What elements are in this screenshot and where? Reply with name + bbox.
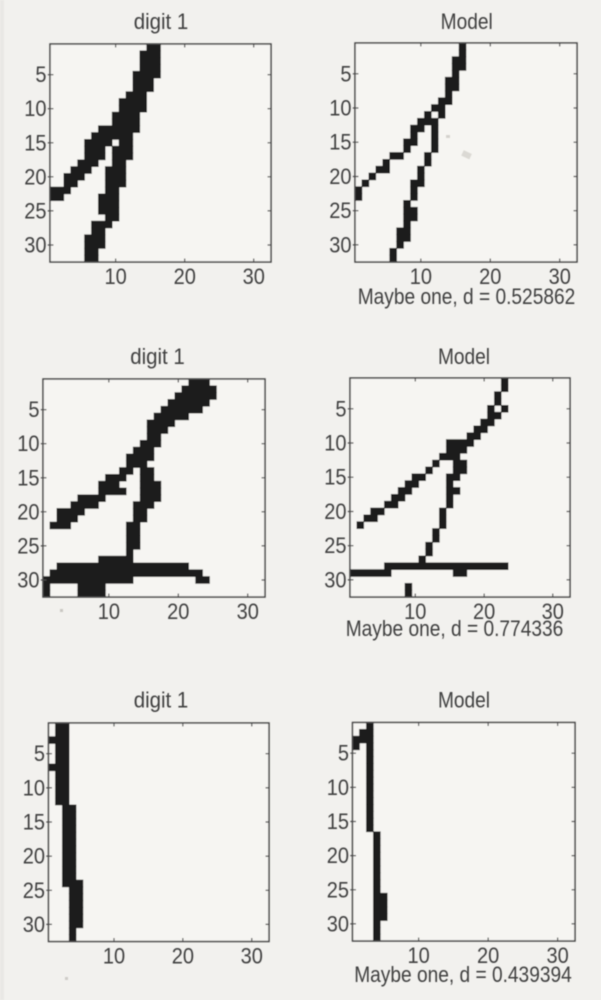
svg-text:10: 10 [17,432,39,456]
svg-text:20: 20 [174,265,196,289]
svg-text:10: 10 [24,97,46,121]
svg-text:20: 20 [17,500,39,524]
svg-text:10: 10 [104,265,126,289]
svg-text:15: 15 [329,131,351,155]
svg-text:30: 30 [549,265,571,289]
svg-text:15: 15 [23,811,45,835]
svg-text:25: 25 [23,879,45,903]
svg-text:25: 25 [24,200,46,224]
svg-text:Maybe one, d = 0.525862: Maybe one, d = 0.525862 [358,285,576,310]
svg-text:Maybe one, d = 0.439394: Maybe one, d = 0.439394 [354,963,572,988]
svg-text:20: 20 [327,844,349,868]
svg-text:5: 5 [335,397,346,421]
svg-text:20: 20 [479,265,501,289]
svg-text:30: 30 [546,944,568,968]
svg-text:30: 30 [327,913,349,937]
svg-text:5: 5 [340,62,351,86]
svg-text:20: 20 [473,600,495,624]
svg-text:30: 30 [241,945,263,969]
svg-text:10: 10 [410,265,432,289]
svg-text:5: 5 [34,742,45,766]
svg-text:30: 30 [324,569,346,593]
svg-text:15: 15 [327,810,349,834]
svg-text:5: 5 [35,63,46,87]
svg-text:30: 30 [17,569,39,593]
svg-text:20: 20 [324,500,346,524]
svg-text:5: 5 [338,742,349,766]
svg-text:Model: Model [438,345,490,370]
svg-text:5: 5 [28,398,39,422]
svg-text:digit 1: digit 1 [134,9,189,34]
svg-text:digit 1: digit 1 [130,344,185,369]
svg-text:30: 30 [243,265,265,289]
svg-text:10: 10 [329,97,351,121]
svg-text:10: 10 [23,777,45,801]
svg-text:10: 10 [327,776,349,800]
svg-text:30: 30 [24,234,46,258]
svg-text:30: 30 [23,913,45,937]
svg-text:digit 1: digit 1 [134,688,189,713]
svg-text:25: 25 [324,534,346,558]
svg-text:25: 25 [329,199,351,223]
svg-text:Model: Model [441,10,493,35]
svg-text:25: 25 [327,878,349,902]
svg-text:15: 15 [24,131,46,155]
svg-text:15: 15 [17,466,39,490]
svg-text:25: 25 [17,535,39,559]
svg-text:20: 20 [23,845,45,869]
svg-text:10: 10 [103,945,125,969]
svg-text:30: 30 [542,600,564,624]
svg-text:10: 10 [407,944,429,968]
svg-text:10: 10 [98,600,120,624]
svg-text:Maybe one, d = 0.774336: Maybe one, d = 0.774336 [346,617,564,642]
svg-text:20: 20 [329,165,351,189]
svg-text:30: 30 [237,600,259,624]
svg-text:15: 15 [324,466,346,490]
svg-text:20: 20 [477,944,499,968]
svg-text:30: 30 [329,234,351,258]
svg-text:20: 20 [24,165,46,189]
svg-text:10: 10 [324,432,346,456]
svg-text:20: 20 [172,945,194,969]
svg-text:10: 10 [404,600,426,624]
svg-text:20: 20 [167,600,189,624]
svg-text:Model: Model [438,688,490,713]
